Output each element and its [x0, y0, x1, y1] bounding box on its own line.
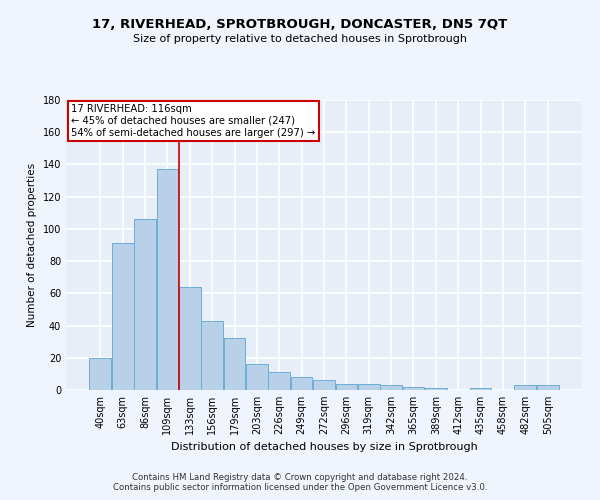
Bar	[89, 358, 111, 390]
Text: Distribution of detached houses by size in Sprotbrough: Distribution of detached houses by size …	[170, 442, 478, 452]
Bar	[313, 380, 335, 390]
Bar	[291, 377, 313, 390]
Bar	[134, 219, 156, 390]
Bar	[537, 385, 559, 390]
Bar	[335, 384, 357, 390]
Bar	[514, 385, 536, 390]
Text: 17 RIVERHEAD: 116sqm
← 45% of detached houses are smaller (247)
54% of semi-deta: 17 RIVERHEAD: 116sqm ← 45% of detached h…	[71, 104, 316, 138]
Y-axis label: Number of detached properties: Number of detached properties	[27, 163, 37, 327]
Bar	[157, 170, 178, 390]
Text: Size of property relative to detached houses in Sprotbrough: Size of property relative to detached ho…	[133, 34, 467, 43]
Bar	[246, 364, 268, 390]
Bar	[403, 387, 424, 390]
Text: Contains HM Land Registry data © Crown copyright and database right 2024.: Contains HM Land Registry data © Crown c…	[132, 472, 468, 482]
Bar	[112, 244, 134, 390]
Bar	[202, 320, 223, 390]
Bar	[268, 372, 290, 390]
Bar	[358, 384, 380, 390]
Text: Contains public sector information licensed under the Open Government Licence v3: Contains public sector information licen…	[113, 484, 487, 492]
Bar	[425, 388, 446, 390]
Bar	[470, 388, 491, 390]
Bar	[380, 385, 402, 390]
Bar	[224, 338, 245, 390]
Bar	[179, 287, 200, 390]
Text: 17, RIVERHEAD, SPROTBROUGH, DONCASTER, DN5 7QT: 17, RIVERHEAD, SPROTBROUGH, DONCASTER, D…	[92, 18, 508, 30]
